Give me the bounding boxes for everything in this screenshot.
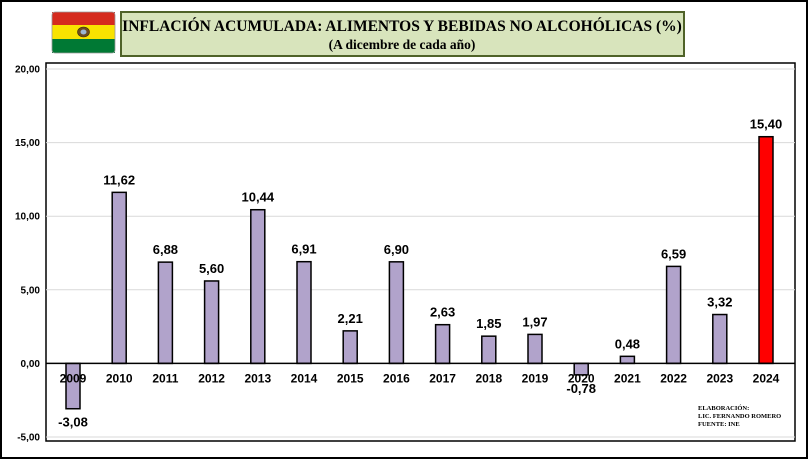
value-label: 15,40 (750, 117, 783, 132)
y-tick-label: -5,00 (17, 433, 40, 444)
bar-2018 (481, 335, 497, 365)
bar-2023 (712, 313, 728, 365)
bar-2021 (619, 355, 636, 365)
x-axis-labels: 2009 2010 2011 2012 2013 2014 2015 2016 2017 2018… (60, 371, 780, 385)
chart-subtitle: (A dicembre de cada año) (329, 37, 476, 52)
gridlines (46, 68, 795, 438)
credit-line-3: FUENTE: INE (698, 421, 740, 428)
bar-2014 (296, 260, 312, 365)
value-label: -3,08 (58, 415, 88, 430)
chart-title: INFLACIÓN ACUMULADA: ALIMENTOS Y BEBIDAS… (122, 18, 682, 35)
value-label: 10,44 (242, 190, 275, 205)
credit-line-1: ELABORACIÓN: (698, 404, 749, 412)
x-tick-label: 2019 (522, 371, 549, 385)
x-tick-label: 2021 (614, 371, 641, 385)
bar-2011 (157, 261, 174, 365)
bar-2012 (203, 280, 220, 365)
bar-2022 (665, 265, 682, 365)
bar-2016 (388, 261, 405, 365)
x-tick-label: 2013 (244, 371, 271, 385)
x-tick-label: 2014 (291, 371, 318, 385)
bar-2017 (434, 323, 451, 365)
value-label: 5,60 (199, 261, 224, 276)
x-tick-label: 2015 (337, 371, 364, 385)
bar-2024 (758, 135, 774, 365)
value-label: 6,88 (153, 242, 178, 257)
value-label: 2,21 (338, 311, 363, 326)
value-label: -0,78 (566, 381, 596, 396)
value-label: 6,90 (384, 242, 409, 257)
y-tick-label: 0,00 (21, 359, 41, 370)
value-label: 2,63 (430, 305, 455, 320)
value-label: 0,48 (615, 336, 640, 351)
title-box: INFLACIÓN ACUMULADA: ALIMENTOS Y BEBIDAS… (120, 11, 685, 57)
credits: ELABORACIÓN: LIC. FERNANDO ROMERO FUENTE… (698, 404, 781, 428)
x-tick-label: 2022 (660, 371, 687, 385)
bar-2013 (250, 208, 266, 365)
value-label: 11,62 (103, 172, 135, 187)
value-label: 6,91 (291, 242, 316, 257)
value-label: 6,59 (661, 246, 686, 261)
bar-2019 (527, 333, 543, 365)
bar-2009 (65, 362, 81, 410)
bar-2015 (342, 330, 358, 365)
x-tick-label: 2023 (706, 371, 733, 385)
bar-2010 (111, 191, 127, 365)
x-tick-label: 2017 (429, 371, 456, 385)
x-tick-label: 2020 (568, 371, 595, 385)
plot-area (45, 62, 796, 442)
y-axis-ticks: -5,00 0,00 5,00 10,00 15,00 20,00 (15, 65, 40, 444)
y-tick-label: 15,00 (15, 138, 40, 149)
value-labels: -3,08 11,62 6,88 5,60 10,44 6,91 2,21 6,90 2,63 1… (58, 117, 782, 430)
x-tick-label: 2012 (198, 371, 225, 385)
x-tick-label: 2024 (753, 371, 780, 385)
x-tick-label: 2018 (475, 371, 502, 385)
y-tick-label: 10,00 (15, 212, 40, 223)
value-label: 1,85 (476, 316, 501, 331)
bolivia-flag-icon (51, 11, 116, 54)
x-tick-label: 2009 (60, 371, 87, 385)
y-tick-label: 5,00 (21, 285, 41, 296)
y-tick-label: 20,00 (15, 65, 40, 76)
x-tick-label: 2011 (152, 371, 178, 385)
credit-line-2: LIC. FERNANDO ROMERO (698, 413, 781, 420)
value-label: 3,32 (707, 295, 732, 310)
x-tick-label: 2010 (106, 371, 133, 385)
x-tick-label: 2016 (383, 371, 410, 385)
value-label: 1,97 (522, 314, 547, 329)
